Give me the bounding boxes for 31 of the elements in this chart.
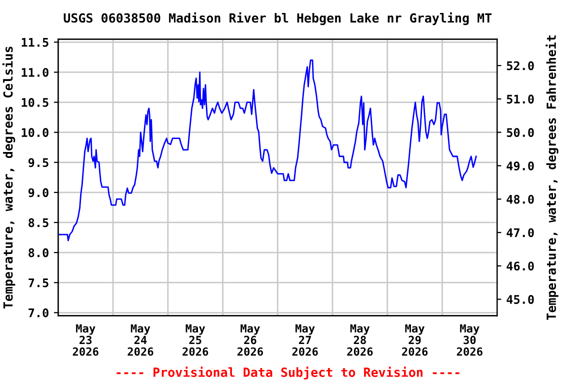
y-tick-label: 11.0 — [22, 68, 48, 77]
chart-title: USGS 06038500 Madison River bl Hebgen Lake nr Grayling MT — [64, 12, 492, 26]
y-tick-label: 9.0 — [28, 188, 48, 198]
y2-tick-label: 50.0 — [506, 128, 534, 137]
y-tick-label: 7.5 — [28, 278, 48, 288]
y2-tick-label: 48.0 — [506, 194, 534, 204]
y-tick-label: 9.5 — [28, 158, 48, 168]
y-tick-label: 10.0 — [22, 128, 48, 137]
x-tick-label: May 23 2026 — [72, 324, 98, 356]
y2-tick-label: 51.0 — [506, 94, 534, 104]
x-tick-label: May 24 2026 — [128, 324, 154, 356]
y2-axis-title: Temperature, water, degrees Fahrenheit — [546, 35, 558, 320]
y-tick-label: 10.5 — [22, 98, 48, 107]
y-tick-label: 7.0 — [28, 308, 48, 318]
x-tick-label: May 27 2026 — [292, 324, 318, 356]
x-tick-label: May 26 2026 — [237, 324, 263, 356]
x-tick-label: May 28 2026 — [347, 324, 373, 356]
y-tick-label: 11.5 — [22, 38, 48, 47]
y2-tick-label: 49.0 — [506, 161, 534, 170]
x-tick-label: May 30 2026 — [456, 324, 482, 356]
y-tick-label: 8.0 — [28, 248, 48, 258]
line-series — [58, 60, 477, 242]
y2-tick-label: 47.0 — [506, 228, 534, 238]
y-tick-label: 8.5 — [28, 218, 48, 228]
y2-tick-label: 46.0 — [506, 262, 534, 271]
x-tick-label: May 25 2026 — [182, 324, 208, 356]
y-axis-title: Temperature, water, degrees Celsius — [2, 46, 16, 309]
y2-tick-label: 45.0 — [506, 295, 534, 304]
x-tick-label: May 29 2026 — [402, 324, 428, 356]
y2-tick-label: 52.0 — [506, 61, 534, 70]
text: ---- Provisional Data Subject to Revision ---- — [116, 366, 460, 380]
